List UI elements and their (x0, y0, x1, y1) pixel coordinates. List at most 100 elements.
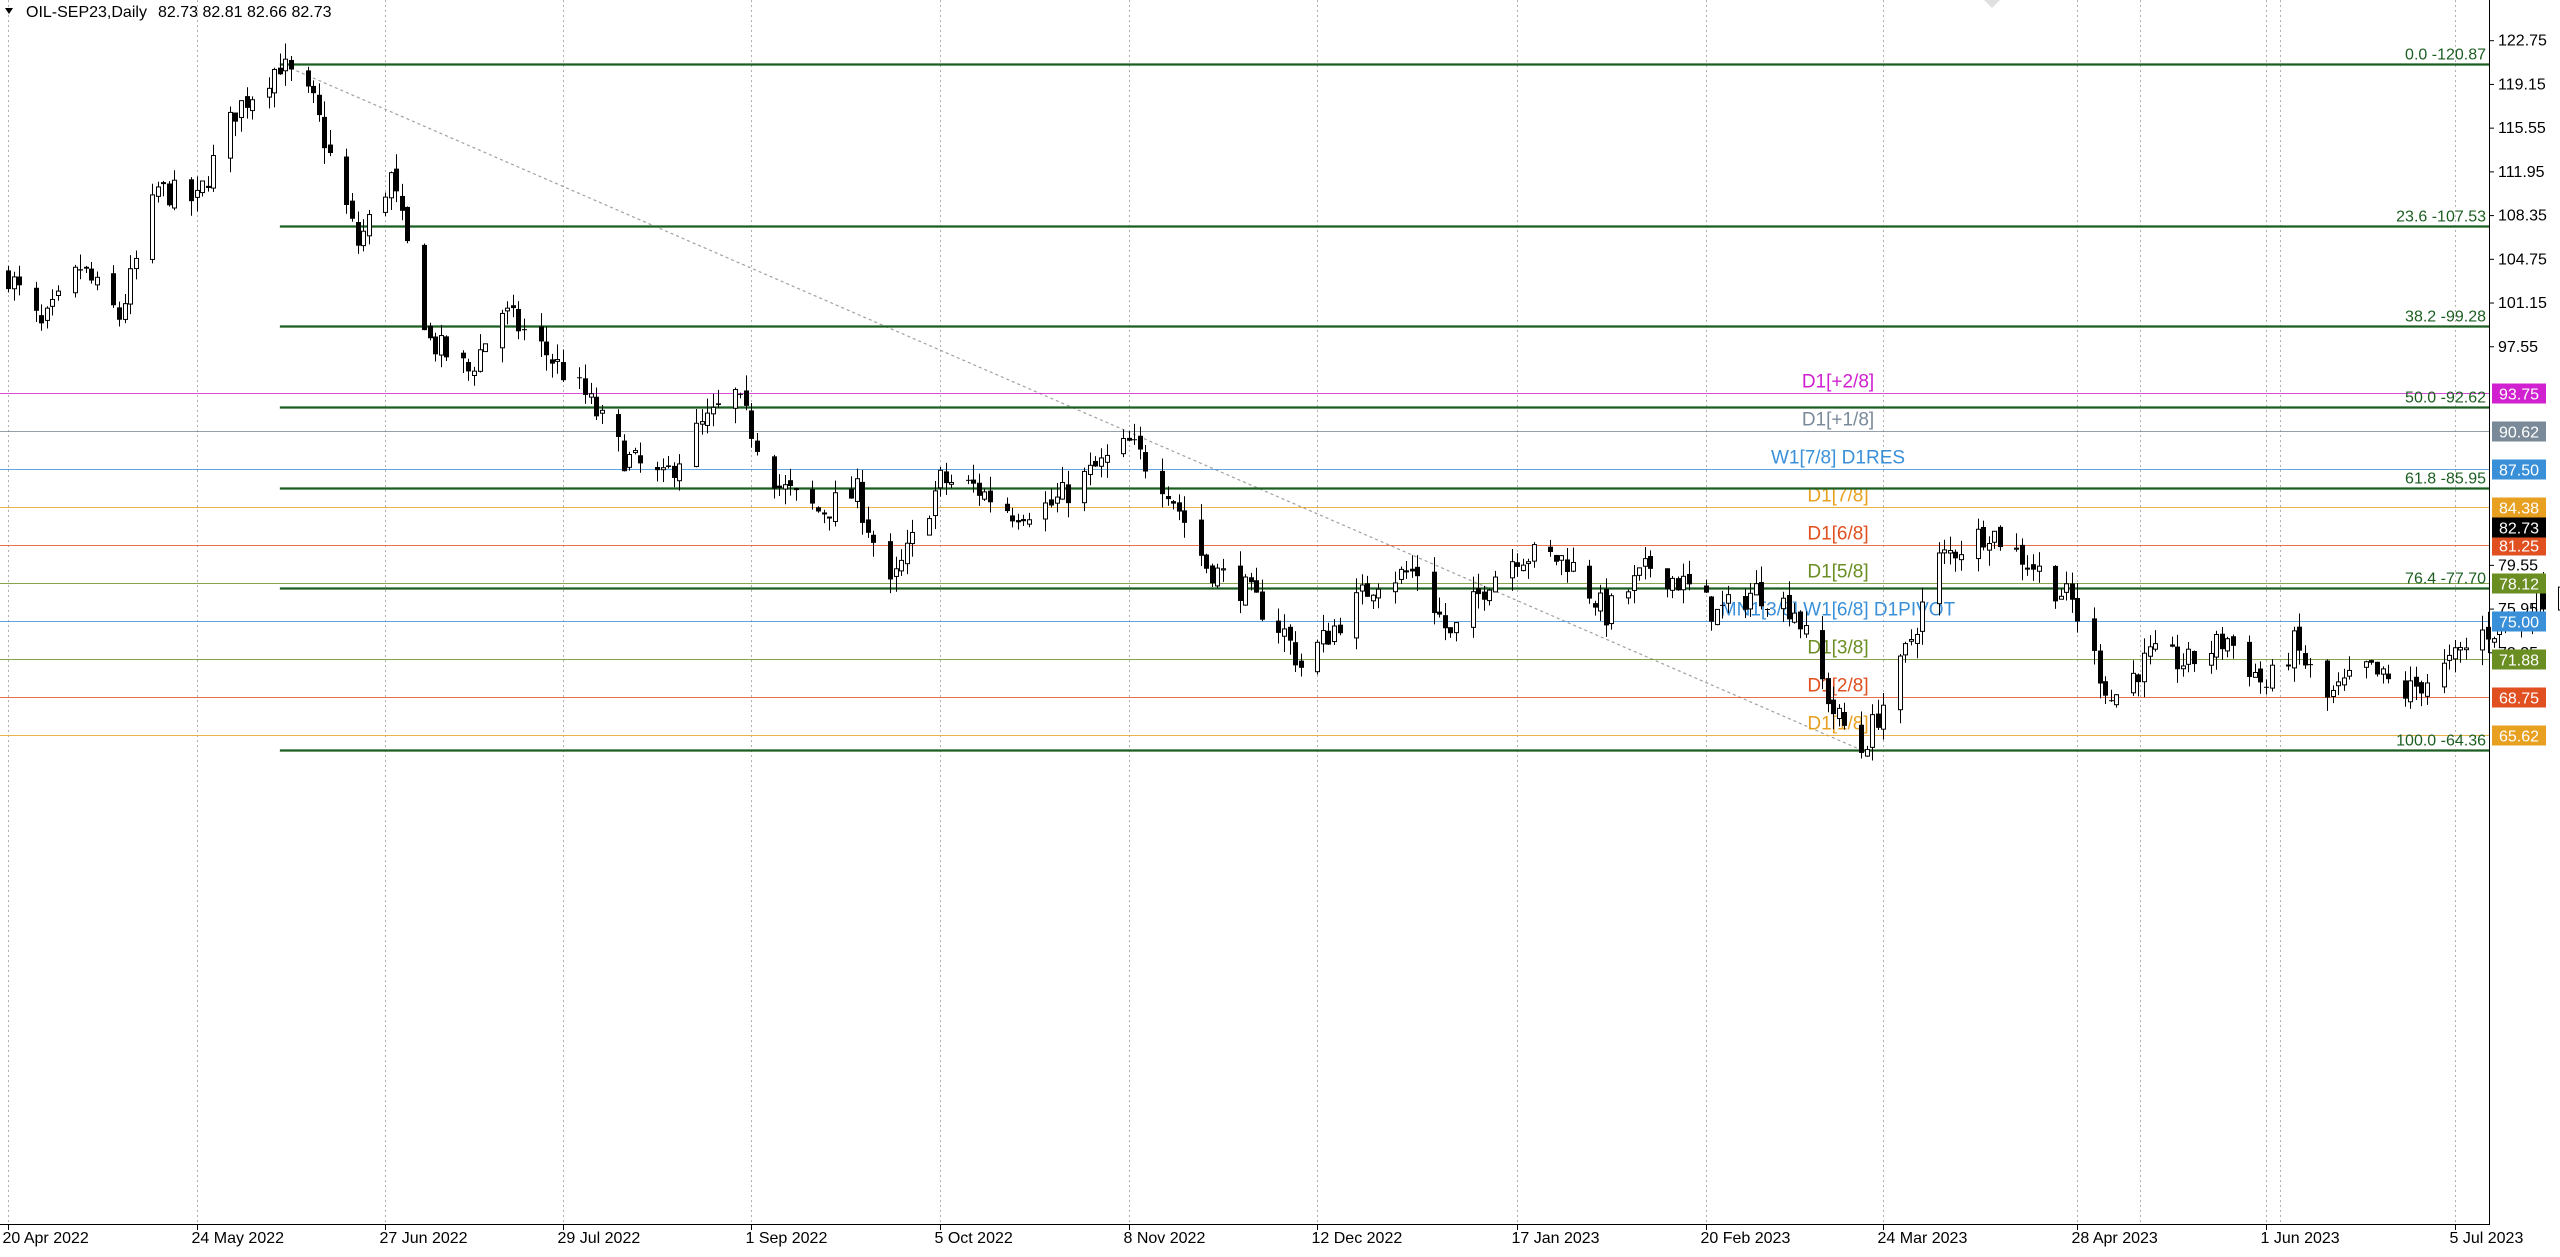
candle-body-bull (695, 423, 699, 466)
candle-body-bear (622, 441, 627, 472)
level-label: D1[5/8] (1807, 562, 1868, 583)
candle-body-bear (84, 267, 89, 269)
price-axis-label: 79.55 (2498, 557, 2538, 574)
candle-body-bull (1949, 551, 1953, 554)
candle-body-bear (1199, 520, 1204, 556)
candle-body-bull (2343, 678, 2347, 685)
candle-body-bear (289, 60, 294, 69)
candle-body-bear (860, 482, 865, 523)
candle (1998, 525, 2003, 550)
candle-body-bull (390, 173, 394, 198)
candle-body-bear (966, 480, 971, 481)
candle-body-bull (906, 543, 910, 563)
time-axis-label: 20 Feb 2023 (1701, 1230, 1791, 1247)
candle-body-bear (2098, 651, 2103, 684)
candle-body-bear (1759, 582, 1764, 606)
candle-body-bull (196, 190, 200, 197)
candle-body-bull (1716, 609, 1720, 624)
candle-body-bull (157, 187, 161, 196)
candle-body-bear (1182, 510, 1187, 522)
candle-body-bear (772, 456, 777, 488)
candle-body-bull (57, 291, 61, 295)
candle-body-bear (849, 489, 854, 499)
candle-body-bull (506, 308, 510, 311)
candle-body-bull (1960, 555, 1964, 560)
candle-body-bull (284, 59, 288, 71)
candle-body-bear (405, 207, 410, 241)
candle-body-bull (1560, 556, 1564, 561)
candle-body-bull (74, 267, 78, 292)
candle-body-bear (2386, 674, 2391, 680)
candle-body-bear (1238, 566, 1243, 601)
candle-body-bear (749, 410, 754, 438)
candle-body-bear (2369, 660, 2374, 663)
candle-body-bear (1260, 591, 1265, 619)
candle-body-bull (2149, 647, 2153, 656)
candle-body-bull (1943, 550, 1947, 553)
candle-body-bull (484, 344, 488, 352)
candle-body-bear (2053, 566, 2058, 601)
candle-body-bear (2308, 664, 2313, 665)
price-badge-label: 68.75 (2499, 691, 2539, 708)
candle-body-bear (944, 471, 949, 483)
fib-level-label: 100.0 -64.36 (2396, 733, 2486, 750)
candle-body-bull (2215, 634, 2219, 657)
price-badge-label: 71.88 (2499, 653, 2539, 670)
candle-body-bull (1638, 568, 1642, 575)
candle-body-bear (206, 186, 211, 188)
candle-body-bull (1455, 623, 1459, 633)
candle-body-bull (2226, 639, 2230, 651)
candle-body-bull (135, 258, 139, 268)
candle-body-bear (1765, 609, 1770, 610)
candle-body-bear (738, 394, 743, 395)
candle-body-bull (51, 299, 55, 306)
candle-body-bull (1028, 520, 1032, 524)
candle-body-bull (1921, 602, 1925, 631)
candle-body-bear (539, 326, 544, 341)
candle-body-bull (1910, 640, 1914, 642)
candle-body-bear (1299, 661, 1304, 668)
candle-body-bear (1326, 631, 1331, 645)
candle-body-bull (834, 493, 838, 522)
candle (1316, 640, 1320, 675)
candle-body-bear (461, 353, 466, 359)
candle-body-bull (556, 360, 560, 362)
candle-body-bull (706, 413, 710, 425)
candle-body-bear (2170, 644, 2175, 646)
candle-body-bull (2365, 662, 2369, 668)
candle-body-bull (2015, 548, 2019, 549)
candle-body-bear (577, 377, 582, 378)
candle (2375, 662, 2380, 677)
level-label: D1[+1/8] (1802, 410, 1874, 431)
candle-body-bull (1599, 593, 1603, 611)
candle-body-bull (1222, 569, 1226, 570)
candle-body-bear (1831, 700, 1836, 715)
candle-body-bear (1293, 642, 1298, 665)
candle-body-bull (2132, 673, 2136, 692)
candle-body-bull (2271, 665, 2275, 688)
candle-body-bull (2287, 665, 2291, 666)
candle-body-bear (1049, 499, 1054, 505)
candle-body-bear (2264, 687, 2269, 688)
price-badge-label: 78.12 (2499, 577, 2539, 594)
candle-body-bear (594, 397, 599, 417)
current-price-badge-label: 82.73 (2499, 521, 2539, 538)
candle-body-bear (2325, 661, 2330, 698)
candle-body-bear (1665, 568, 1670, 589)
fib-level-label: 23.6 -107.53 (2396, 209, 2486, 226)
candle-body-bear (2175, 647, 2180, 670)
candle-body-bear (1093, 461, 1098, 467)
candle-body-bear (1443, 615, 1448, 628)
candle-body-bull (1316, 642, 1320, 671)
candle-body-bull (1533, 545, 1537, 562)
candle-body-bull (1244, 577, 1248, 605)
candle-body-bear (1204, 555, 1209, 569)
candle-body-bull (1916, 634, 1920, 643)
candle-body-bear (1515, 562, 1520, 567)
candle-body-bear (2192, 651, 2197, 664)
candle-body-bull (1472, 592, 1476, 628)
candle-body-bear (1432, 572, 1437, 613)
candle-body-bear (638, 455, 643, 463)
candle-body-bear (422, 245, 427, 330)
